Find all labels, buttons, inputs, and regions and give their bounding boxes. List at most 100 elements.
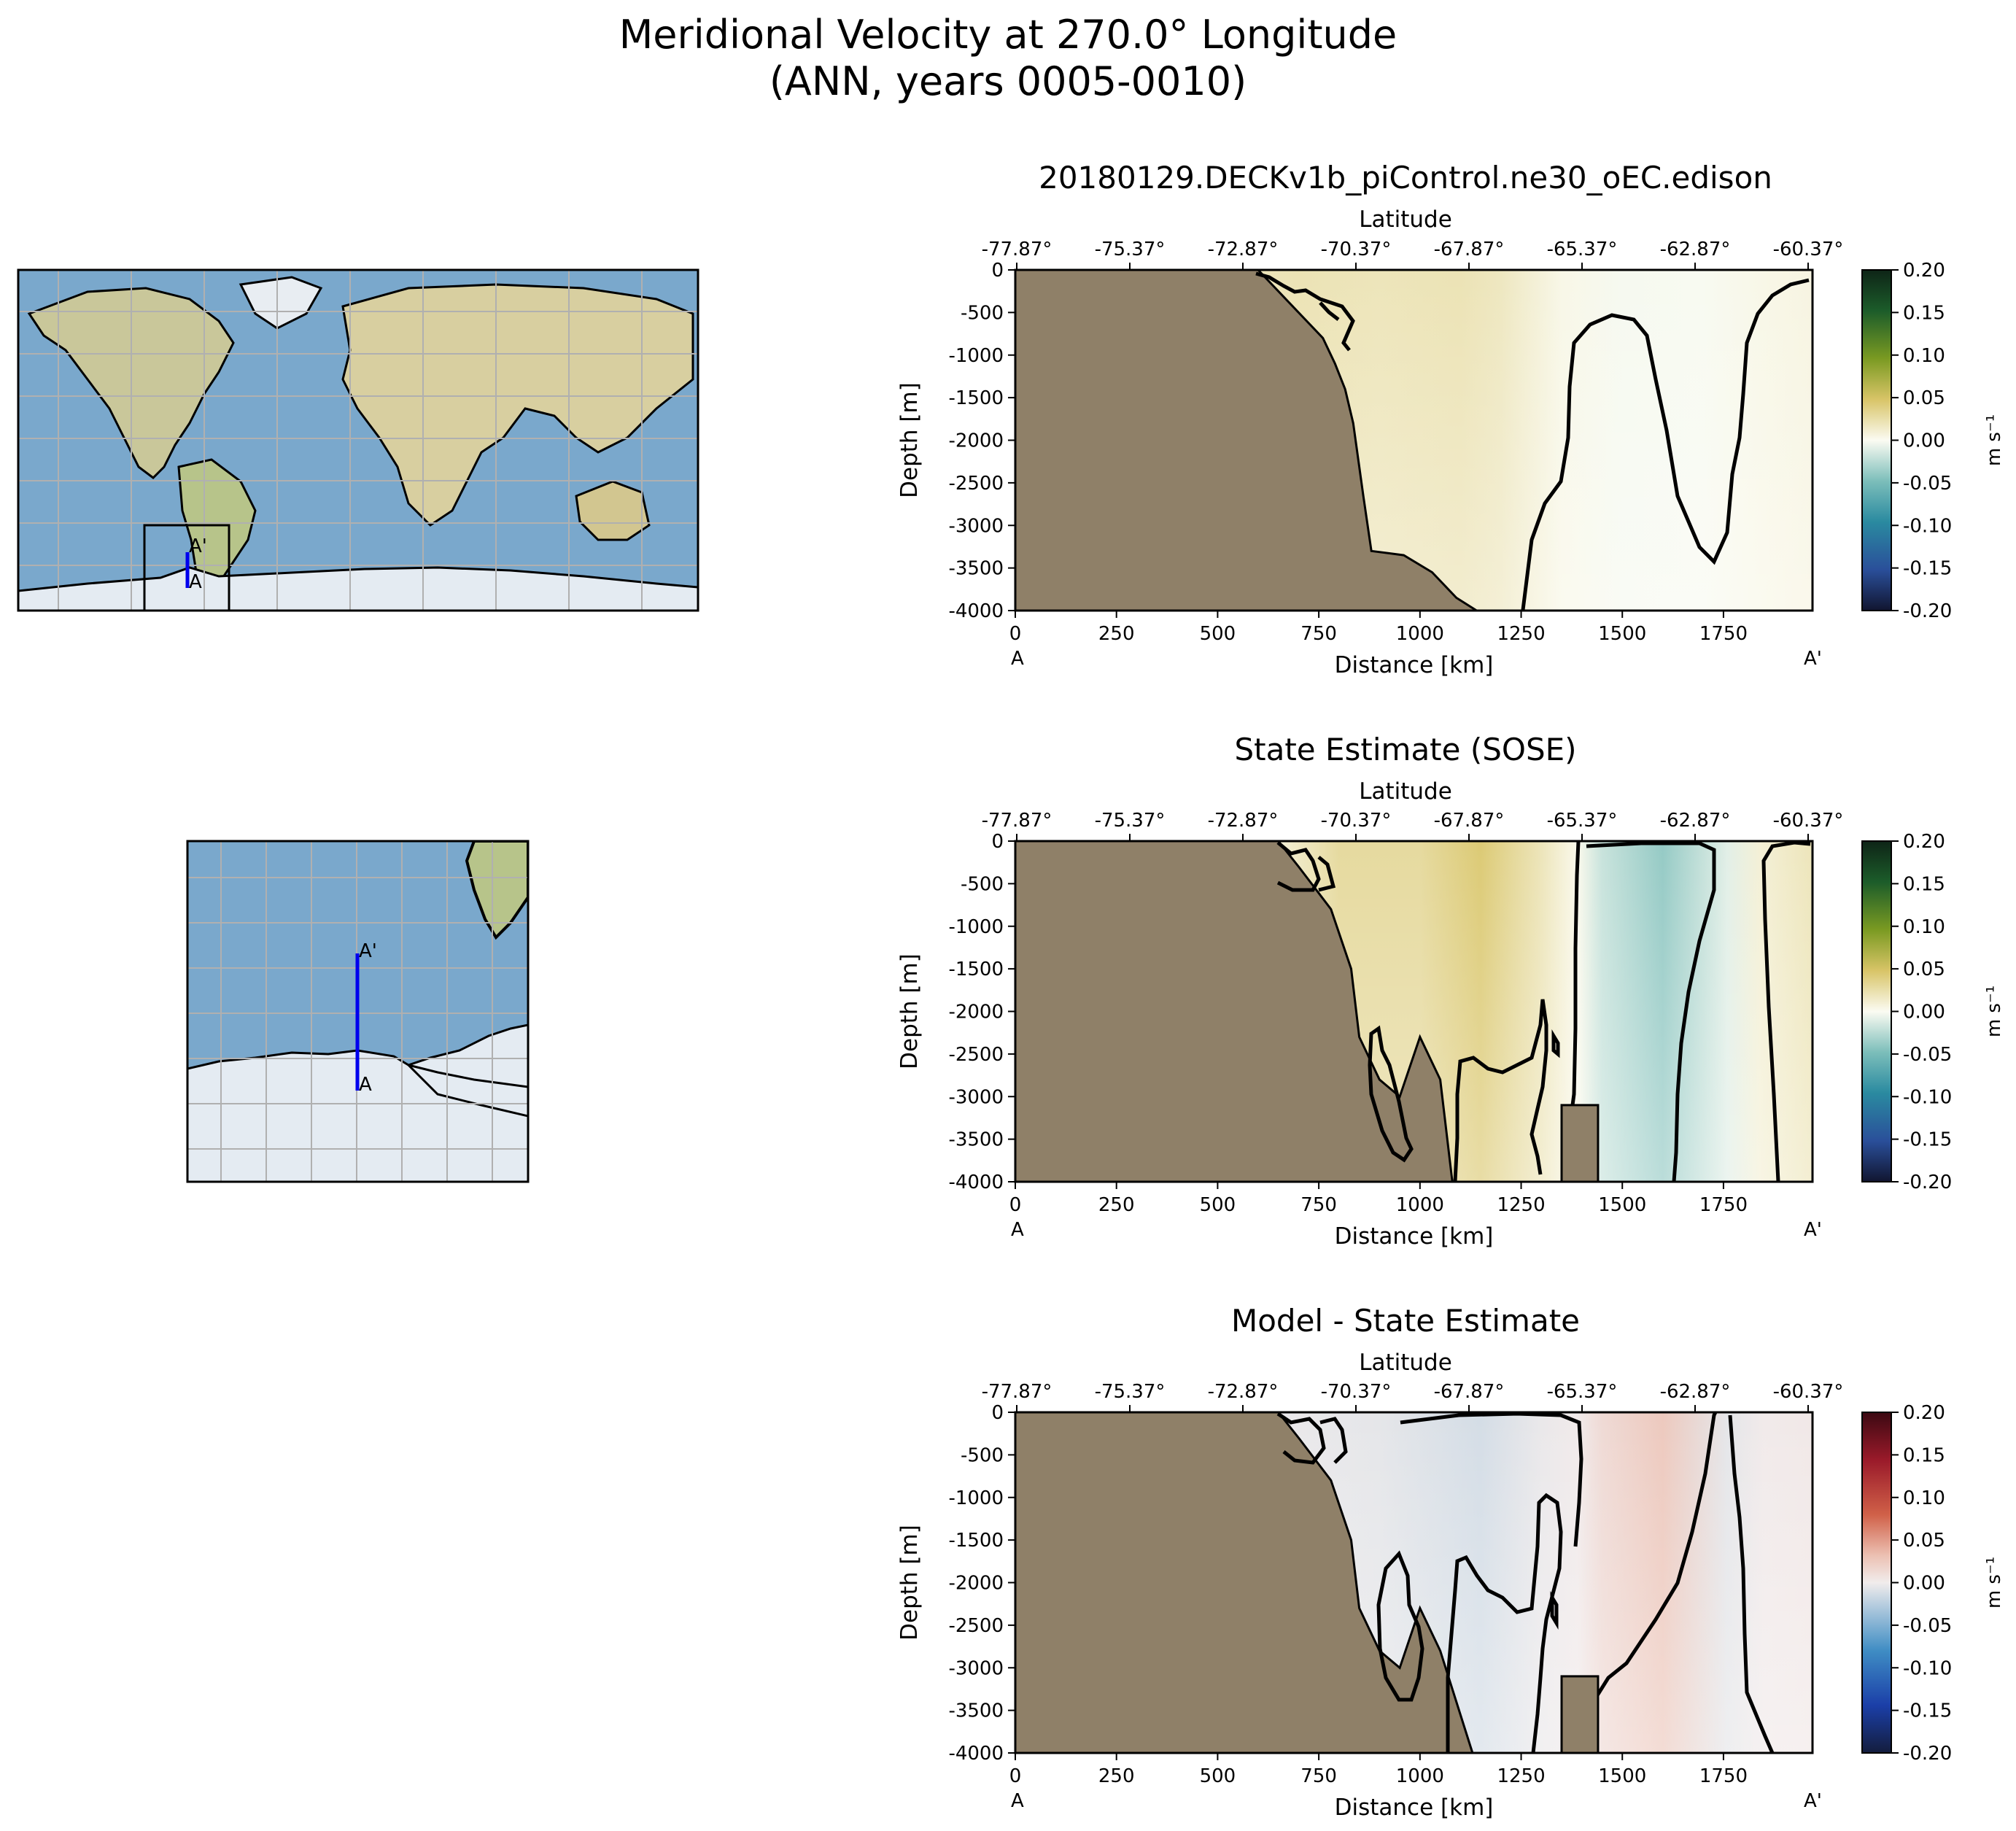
x-tick-label: 250	[1098, 1194, 1135, 1216]
seamount-land	[1560, 1675, 1600, 1754]
contour-line	[1317, 856, 1336, 892]
y-tick-label: -3000	[948, 1657, 1004, 1679]
colorbar-tick-label: -0.15	[1903, 1700, 1952, 1722]
y-axis-label: Depth [m]	[896, 1525, 923, 1641]
colorbar-gradient	[1861, 840, 1892, 1182]
global-gridlines	[18, 270, 698, 611]
y-tick-label: -500	[961, 873, 1004, 895]
x-tick-label: 750	[1300, 1194, 1337, 1216]
colorbar-tick-label: -0.15	[1903, 558, 1952, 580]
figure-title-line1: Meridional Velocity at 270.0° Longitude	[619, 12, 1397, 58]
colorbar-tick-label: 0.15	[1903, 302, 1945, 324]
colorbar-tick-label: -0.15	[1903, 1129, 1952, 1151]
colorbar-tick-label: 0.00	[1903, 430, 1945, 452]
colorbar-tick-label: 0.20	[1903, 831, 1945, 853]
bathymetry-land	[1014, 268, 1481, 612]
x-tick-label: 0	[1009, 1194, 1022, 1216]
contour-line	[1255, 271, 1355, 352]
x-tick-label: 1750	[1699, 1765, 1748, 1787]
x-tick-label: 1500	[1598, 1194, 1646, 1216]
inset-map: A' A	[186, 840, 530, 1183]
contour-line	[1551, 1029, 1560, 1058]
zero-contours	[1276, 1411, 1775, 1754]
endpoint-label-start: A	[1011, 648, 1024, 670]
global-label-end: A'	[189, 535, 207, 557]
endpoint-label-end: A'	[1804, 1790, 1822, 1812]
colorbar-gradient	[1861, 269, 1892, 611]
seamount-land	[1560, 1104, 1600, 1183]
lat-tick-label: -72.87°	[1208, 810, 1279, 832]
axes: 0 250 500 750 1000 1250 1500 1750 A A' Distance [k…	[896, 1381, 1843, 1821]
x-tick-label: 750	[1300, 1765, 1337, 1787]
y-tick-label: 0	[991, 831, 1004, 853]
lat-tick-label: -70.37°	[1321, 810, 1392, 832]
colorbar-gradient	[1861, 1412, 1892, 1754]
y-tick-label: -500	[961, 302, 1004, 324]
contour-line	[1761, 840, 1811, 1182]
colorbar-tick-label: 0.00	[1903, 1573, 1945, 1595]
colorbar-tick-label: 0.10	[1903, 916, 1945, 938]
contour-line	[1368, 1025, 1414, 1163]
contour-line	[1319, 301, 1340, 321]
colorbar-tick-label: -0.20	[1903, 600, 1952, 622]
x-axis-label: Distance [km]	[1335, 1795, 1494, 1821]
y-tick-label: -2500	[948, 1044, 1004, 1066]
lat-tick-label: -75.37°	[1095, 1381, 1166, 1403]
lat-tick-label: -77.87°	[982, 1381, 1052, 1403]
inset-label-start: A	[359, 1074, 372, 1096]
y-tick-label: -2000	[948, 1002, 1004, 1023]
colorbar-tick-label: -0.05	[1903, 1615, 1952, 1637]
endpoint-label-start: A	[1011, 1219, 1024, 1241]
contour-line	[1586, 841, 1716, 1182]
x-tick-label: 1250	[1497, 1194, 1545, 1216]
x-tick-label: 1750	[1699, 1194, 1748, 1216]
colorbar-tick-label: 0.20	[1903, 260, 1945, 282]
lat-tick-label: -75.37°	[1095, 810, 1166, 832]
colorbar-label: m s⁻¹	[1983, 986, 2005, 1037]
panel-difference: Model - State Estimate Latitude 0 250 500 7…	[896, 1303, 2005, 1821]
colorbar-tick-label: 0.15	[1903, 1444, 1945, 1466]
contour-line	[1521, 278, 1810, 611]
colorbar-tick-label: 0.20	[1903, 1402, 1945, 1424]
x-tick-label: 1750	[1699, 623, 1748, 645]
inset-frame	[186, 840, 530, 1183]
contour-line	[1319, 1417, 1348, 1464]
lat-tick-label: -60.37°	[1773, 1381, 1844, 1403]
y-tick-label: -3500	[948, 1700, 1004, 1722]
global-map: A' A	[17, 268, 699, 612]
x-axis-label: Distance [km]	[1335, 1223, 1494, 1250]
contour-line	[1550, 1590, 1559, 1630]
y-tick-label: -4000	[948, 1172, 1004, 1193]
y-tick-label: -500	[961, 1444, 1004, 1466]
lat-tick-label: -67.87°	[1434, 1381, 1505, 1403]
panel-title: State Estimate (SOSE)	[1234, 732, 1576, 767]
lat-tick-label: -70.37°	[1321, 1381, 1392, 1403]
lat-tick-label: -60.37°	[1773, 239, 1844, 260]
colorbar-tick-label: 0.00	[1903, 1002, 1945, 1023]
zero-contours	[1255, 271, 1810, 611]
colorbar-tick-label: -0.05	[1903, 1044, 1952, 1066]
contour-line	[1400, 1412, 1583, 1547]
colorbar-tick-label: -0.10	[1903, 1086, 1952, 1108]
x-tick-label: 1000	[1396, 623, 1444, 645]
global-frame	[17, 268, 699, 612]
lat-tick-label: -65.37°	[1547, 1381, 1618, 1403]
endpoint-label-end: A'	[1804, 648, 1822, 670]
panel-sose: State Estimate (SOSE) Latitude 0 250 500 75…	[896, 732, 2005, 1250]
contour-line	[1276, 1412, 1326, 1465]
figure-title-line2: (ANN, years 0005-0010)	[769, 58, 1247, 104]
y-tick-label: -3000	[948, 515, 1004, 537]
lat-tick-label: -67.87°	[1434, 239, 1505, 260]
lat-tick-label: -72.87°	[1208, 1381, 1279, 1403]
y-tick-label: -2000	[948, 430, 1004, 452]
top-axis-label: Latitude	[1359, 206, 1452, 233]
y-tick-label: -1500	[948, 387, 1004, 409]
colorbar-tick-label: 0.15	[1903, 873, 1945, 895]
lat-tick-label: -62.87°	[1660, 810, 1731, 832]
colorbar-tick-label: 0.05	[1903, 387, 1945, 409]
y-tick-label: -4000	[948, 600, 1004, 622]
australia	[575, 480, 651, 541]
contour-line	[1446, 1493, 1563, 1754]
y-tick-label: 0	[991, 1402, 1004, 1424]
endpoint-label-start: A	[1011, 1790, 1024, 1812]
